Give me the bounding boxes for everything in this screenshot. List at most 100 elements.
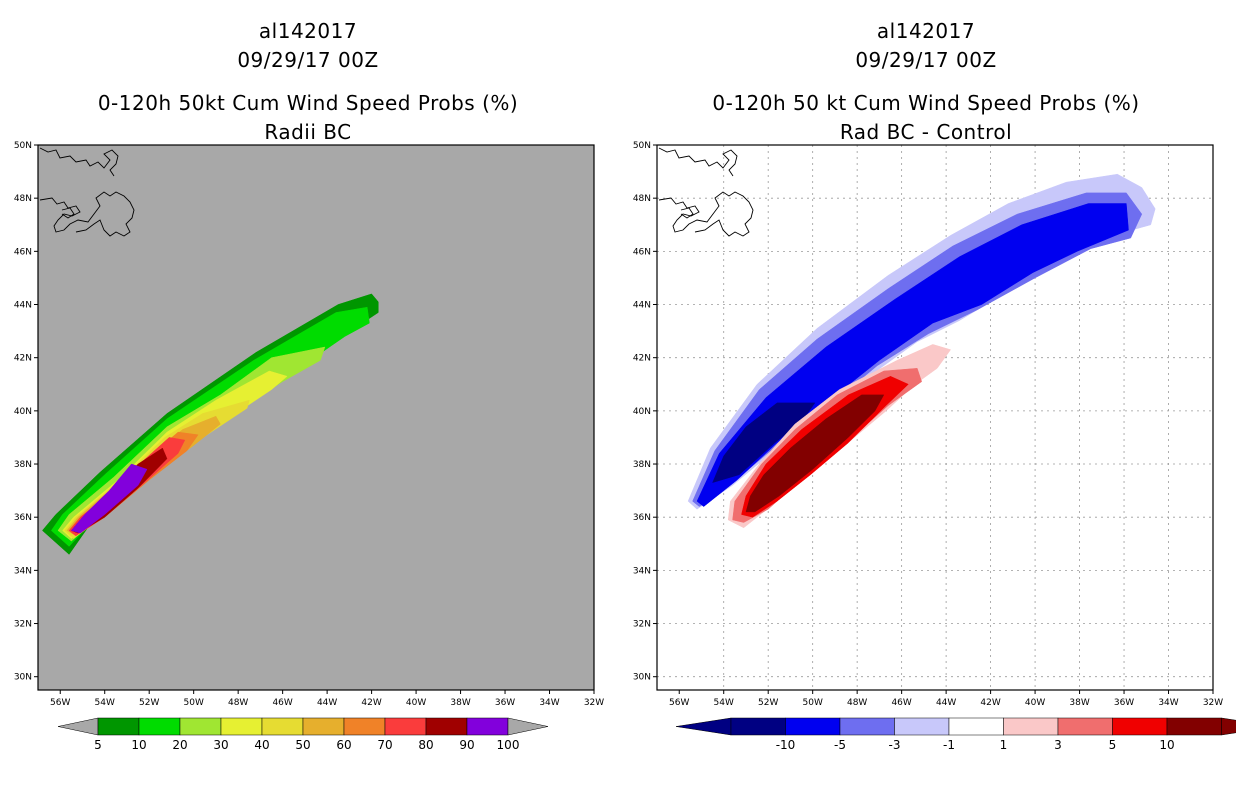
colorbar-swatch (303, 718, 344, 735)
colorbar-label: 5 (94, 738, 102, 752)
colorbar-label: 90 (459, 738, 474, 752)
colorbar-left-arrow (58, 718, 98, 735)
right-title-line-4: Rad BC - Control (840, 120, 1012, 144)
colorbar-swatch (1113, 718, 1168, 735)
lon-tick-label: 46W (272, 698, 292, 708)
colorbar-label: 30 (213, 738, 228, 752)
lat-tick-label: 50N (633, 141, 651, 151)
lon-tick-label: 38W (1069, 698, 1089, 708)
colorbar-label: -5 (834, 738, 846, 752)
colorbar-label: 20 (172, 738, 187, 752)
lon-tick-label: 38W (450, 698, 470, 708)
colorbar-swatch (895, 718, 950, 735)
lon-tick-label: 50W (803, 698, 823, 708)
colorbar-right-arrow (508, 718, 548, 735)
left-title-line-2: 09/29/17 00Z (237, 48, 378, 72)
lat-tick-label: 48N (14, 194, 32, 204)
right-title: al142017 09/29/17 00Z 0-120h 50 kt Cum W… (712, 19, 1139, 144)
lon-tick-label: 52W (758, 698, 778, 708)
colorbar-label: -10 (776, 738, 796, 752)
lat-tick-label: 44N (14, 301, 32, 311)
colorbar-label: 100 (497, 738, 520, 752)
colorbar-label: -3 (889, 738, 901, 752)
colorbar-label: 60 (336, 738, 351, 752)
colorbar-swatch (385, 718, 426, 735)
lat-tick-label: 44N (633, 301, 651, 311)
lon-tick-label: 32W (1203, 698, 1223, 708)
lon-tick-label: 54W (95, 698, 115, 708)
colorbar-swatch (426, 718, 467, 735)
colorbar-label: 10 (131, 738, 146, 752)
lat-tick-label: 32N (14, 620, 32, 630)
colorbar-swatch (221, 718, 262, 735)
left-title: al142017 09/29/17 00Z 0-120h 50kt Cum Wi… (98, 19, 518, 144)
colorbar-label: 80 (418, 738, 433, 752)
colorbar-label: 3 (1054, 738, 1062, 752)
lat-tick-label: 34N (14, 566, 32, 576)
colorbar-swatch (1004, 718, 1059, 735)
lat-tick-label: 32N (633, 620, 651, 630)
colorbar-swatch (139, 718, 180, 735)
lon-tick-label: 52W (139, 698, 159, 708)
colorbar-label: 50 (295, 738, 310, 752)
lon-tick-label: 44W (317, 698, 337, 708)
colorbar-swatch (467, 718, 508, 735)
lat-tick-label: 36N (633, 513, 651, 523)
colorbar-swatch (180, 718, 221, 735)
lon-tick-label: 48W (228, 698, 248, 708)
lon-tick-label: 48W (847, 698, 867, 708)
lon-tick-label: 40W (1025, 698, 1045, 708)
colorbar-swatch (731, 718, 786, 735)
left-colorbar: 5 10 20 30 40 50 60 70 80 90 100 (58, 718, 548, 752)
colorbar-swatch (840, 718, 895, 735)
colorbar-label: 40 (254, 738, 269, 752)
lon-tick-label: 32W (584, 698, 604, 708)
colorbar-label: 70 (377, 738, 392, 752)
lon-tick-label: 50W (184, 698, 204, 708)
lon-tick-label: 36W (495, 698, 515, 708)
colorbar-label: 1 (1000, 738, 1008, 752)
lon-tick-label: 56W (50, 698, 70, 708)
colorbar-swatch (344, 718, 385, 735)
lat-tick-label: 42N (14, 354, 32, 364)
lat-tick-label: 38N (14, 460, 32, 470)
lat-tick-label: 40N (14, 407, 32, 417)
lat-tick-label: 50N (14, 141, 32, 151)
left-title-line-3: 0-120h 50kt Cum Wind Speed Probs (%) (98, 91, 518, 115)
colorbar-left-arrow (676, 718, 731, 735)
lat-tick-label: 46N (14, 247, 32, 257)
lon-tick-label: 42W (980, 698, 1000, 708)
right-panel: al142017 09/29/17 00Z 0-120h 50 kt Cum W… (633, 19, 1236, 752)
colorbar-right-arrow (1222, 718, 1236, 735)
colorbar-swatch (949, 718, 1004, 735)
lat-tick-label: 30N (14, 673, 32, 683)
lat-tick-label: 40N (633, 407, 651, 417)
lon-tick-label: 44W (936, 698, 956, 708)
lat-tick-label: 46N (633, 247, 651, 257)
colorbar-swatch (1058, 718, 1113, 735)
lat-tick-label: 48N (633, 194, 651, 204)
colorbar-label: 10 (1159, 738, 1174, 752)
right-title-line-3: 0-120h 50 kt Cum Wind Speed Probs (%) (712, 91, 1139, 115)
lon-tick-label: 36W (1114, 698, 1134, 708)
colorbar-swatch (98, 718, 139, 735)
lon-tick-label: 54W (714, 698, 734, 708)
colorbar-swatch (262, 718, 303, 735)
right-title-line-1: al142017 (877, 19, 975, 43)
lat-tick-label: 38N (633, 460, 651, 470)
lat-tick-label: 36N (14, 513, 32, 523)
right-title-line-2: 09/29/17 00Z (855, 48, 996, 72)
lon-tick-label: 46W (891, 698, 911, 708)
colorbar-swatch (1167, 718, 1222, 735)
left-panel: al142017 09/29/17 00Z 0-120h 50kt Cum Wi… (14, 19, 604, 752)
lat-tick-label: 30N (633, 673, 651, 683)
lat-tick-label: 42N (633, 354, 651, 364)
lon-tick-label: 40W (406, 698, 426, 708)
lon-tick-label: 34W (539, 698, 559, 708)
colorbar-swatch (786, 718, 841, 735)
